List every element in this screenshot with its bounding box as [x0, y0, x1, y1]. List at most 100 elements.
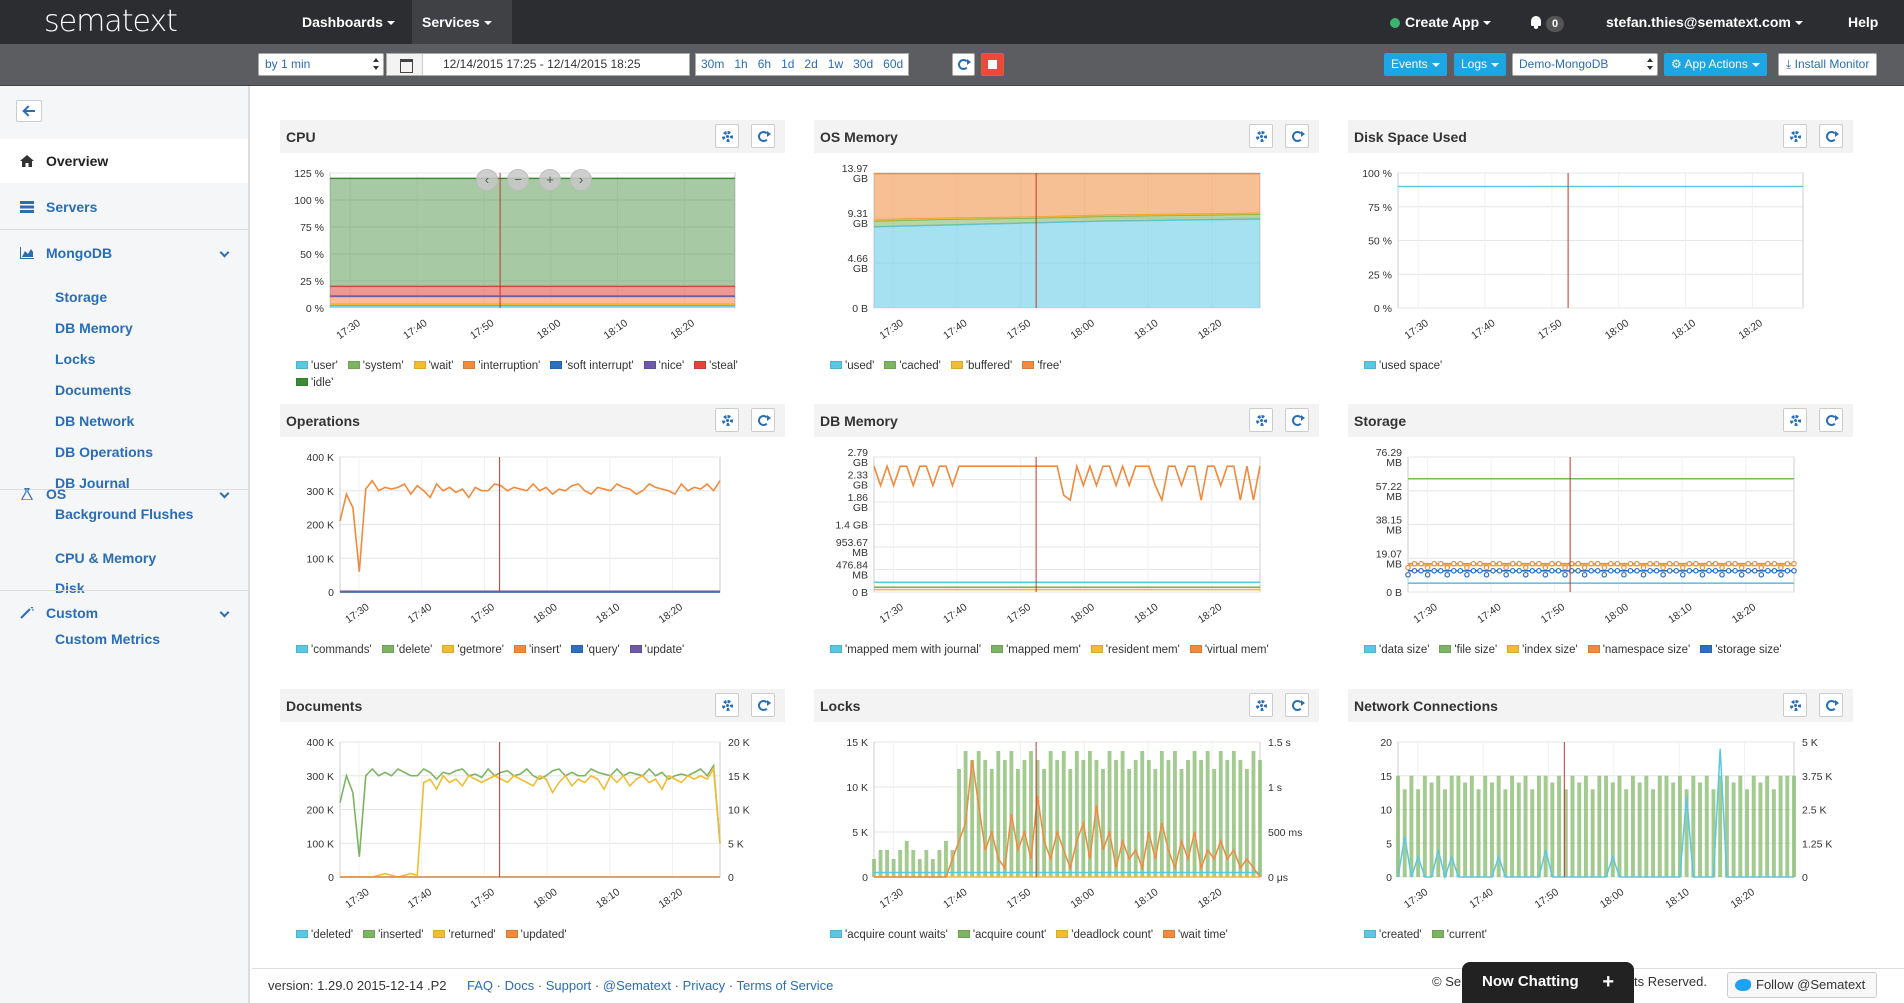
back-arrow-icon[interactable] — [16, 100, 42, 122]
sidebar-item-overview[interactable]: Overview — [0, 139, 248, 183]
sidebar-subitem-db-memory[interactable]: DB Memory — [55, 320, 133, 336]
footer-link-faq[interactable]: FAQ — [467, 978, 494, 993]
chart-ops[interactable]: 400 K 300 K 200 K 100 K 0 17:30 17:40 17:50 18:0… — [280, 437, 785, 637]
legend-item[interactable]: 'delete' — [381, 642, 432, 659]
chart-locks[interactable]: 15 K 10 K 5 K 0 1.5 s 1 s 500 ms 0 μs 17:30 17:40… — [814, 722, 1319, 922]
granularity-select[interactable]: by 1 min — [258, 53, 384, 76]
app-select[interactable]: Demo-MongoDB — [1512, 53, 1658, 76]
events-button[interactable]: Events — [1384, 53, 1447, 76]
legend-item[interactable]: 'user' — [296, 358, 338, 375]
sidebar-subitem-disk[interactable]: Disk — [55, 580, 85, 596]
panel-refresh-button[interactable] — [1819, 124, 1843, 148]
range-60d-button[interactable]: 60d — [883, 57, 904, 71]
legend-item[interactable]: 'wait time' — [1163, 927, 1228, 944]
sidebar-item-os[interactable]: OS — [0, 472, 248, 516]
logs-button[interactable]: Logs — [1454, 53, 1507, 76]
legend-item[interactable]: 'data size' — [1364, 642, 1429, 659]
footer-link-privacy[interactable]: Privacy — [682, 978, 726, 993]
calendar-icon[interactable] — [387, 54, 423, 75]
legend-item[interactable]: 'mapped mem with journal' — [830, 642, 981, 659]
chart-net[interactable]: 20 15 10 5 0 5 K 3.75 K 2.5 K 1.25 K 0 17:30 17:40 1… — [1348, 722, 1853, 922]
dashboards-menu[interactable]: Dashboards — [292, 0, 405, 44]
pan-left-icon[interactable]: ‹ — [476, 169, 498, 191]
panel-settings-button[interactable] — [1249, 408, 1273, 432]
pan-right-icon[interactable]: › — [570, 169, 592, 191]
legend-item[interactable]: 'returned' — [433, 927, 496, 944]
panel-refresh-button[interactable] — [751, 693, 775, 717]
panel-refresh-button[interactable] — [751, 408, 775, 432]
legend-item[interactable]: 'index size' — [1507, 642, 1578, 659]
footer-link-terms-of-service[interactable]: Terms of Service — [736, 978, 834, 993]
legend-item[interactable]: 'virtual mem' — [1189, 642, 1269, 659]
range-30d-button[interactable]: 30d — [853, 57, 874, 71]
sidebar-subitem-custom-metrics[interactable]: Custom Metrics — [55, 631, 161, 647]
footer-link-support[interactable]: Support — [545, 978, 592, 993]
legend-item[interactable]: 'updated' — [505, 927, 567, 944]
legend-item[interactable]: 'deleted' — [296, 927, 353, 944]
legend-item[interactable]: 'deadlock count' — [1056, 927, 1153, 944]
zoom-out-icon[interactable]: − — [507, 169, 529, 191]
chart-docs[interactable]: 400 K 300 K 200 K 100 K 0 20 K 15 K 10 K 5 K 0 17:… — [280, 722, 785, 922]
legend-item[interactable]: 'acquire count waits' — [830, 927, 948, 944]
help-link[interactable]: Help — [1848, 14, 1879, 30]
footer-link--sematext[interactable]: @Sematext — [602, 978, 671, 993]
panel-settings-button[interactable] — [1783, 124, 1807, 148]
footer-link-docs[interactable]: Docs — [504, 978, 535, 993]
sidebar-subitem-db-operations[interactable]: DB Operations — [55, 444, 154, 460]
panel-refresh-button[interactable] — [1819, 693, 1843, 717]
legend-item[interactable]: 'commands' — [296, 642, 372, 659]
legend-item[interactable]: 'resident mem' — [1090, 642, 1180, 659]
sidebar-subitem-background-flushes[interactable]: Background Flushes — [55, 506, 194, 522]
user-menu[interactable]: stefan.thies@sematext.com — [1596, 0, 1813, 44]
legend-item[interactable]: 'insert' — [513, 642, 561, 659]
legend-item[interactable]: 'steal' — [694, 358, 738, 375]
date-range-picker[interactable]: 12/14/2015 17:25 - 12/14/2015 18:25 — [386, 53, 690, 76]
sidebar-subitem-storage[interactable]: Storage — [55, 289, 108, 305]
legend-item[interactable]: 'inserted' — [363, 927, 423, 944]
range-30m-button[interactable]: 30m — [701, 57, 725, 71]
services-menu[interactable]: Services — [412, 0, 512, 44]
legend-item[interactable]: 'query' — [571, 642, 620, 659]
range-1d-button[interactable]: 1d — [781, 57, 795, 71]
legend-item[interactable]: 'getmore' — [442, 642, 504, 659]
range-1h-button[interactable]: 1h — [734, 57, 748, 71]
range-6h-button[interactable]: 6h — [757, 57, 772, 71]
panel-refresh-button[interactable] — [1285, 693, 1309, 717]
legend-item[interactable]: 'idle' — [296, 375, 333, 392]
panel-refresh-button[interactable] — [751, 124, 775, 148]
follow-twitter-button[interactable]: Follow @Sematext — [1727, 972, 1877, 998]
panel-settings-button[interactable] — [1783, 408, 1807, 432]
sidebar-subitem-db-journal[interactable]: DB Journal — [55, 475, 130, 491]
legend-item[interactable]: 'update' — [629, 642, 684, 659]
legend-item[interactable]: 'current' — [1431, 927, 1487, 944]
legend-item[interactable]: 'used' — [830, 358, 874, 375]
legend-item[interactable]: 'created' — [1364, 927, 1422, 944]
panel-settings-button[interactable] — [1783, 693, 1807, 717]
legend-item[interactable]: 'soft interrupt' — [550, 358, 634, 375]
sidebar-item-mongodb[interactable]: MongoDB — [0, 231, 248, 275]
legend-item[interactable]: 'system' — [347, 358, 404, 375]
stop-autorefresh-button[interactable] — [981, 53, 1004, 76]
panel-refresh-button[interactable] — [1819, 408, 1843, 432]
create-app-menu[interactable]: Create App — [1380, 0, 1501, 44]
chat-widget[interactable]: Now Chatting + — [1462, 962, 1634, 1003]
sidebar-subitem-db-network[interactable]: DB Network — [55, 413, 135, 429]
install-monitor-button[interactable]: ⤓ Install Monitor — [1778, 53, 1878, 76]
legend-item[interactable]: 'buffered' — [950, 358, 1012, 375]
notifications-button[interactable]: 0 — [1520, 0, 1574, 44]
panel-settings-button[interactable] — [715, 124, 739, 148]
zoom-in-icon[interactable]: + — [539, 169, 561, 191]
legend-item[interactable]: 'nice' — [643, 358, 684, 375]
sidebar-item-custom[interactable]: Custom — [0, 591, 248, 635]
sidebar-subitem-documents[interactable]: Documents — [55, 382, 132, 398]
sidebar-item-servers[interactable]: Servers — [0, 185, 248, 229]
app-actions-button[interactable]: ⚙ App Actions — [1664, 53, 1767, 76]
refresh-button[interactable] — [952, 53, 975, 76]
panel-settings-button[interactable] — [1249, 693, 1273, 717]
panel-settings-button[interactable] — [715, 408, 739, 432]
legend-item[interactable]: 'mapped mem' — [991, 642, 1081, 659]
legend-item[interactable]: 'file size' — [1439, 642, 1497, 659]
